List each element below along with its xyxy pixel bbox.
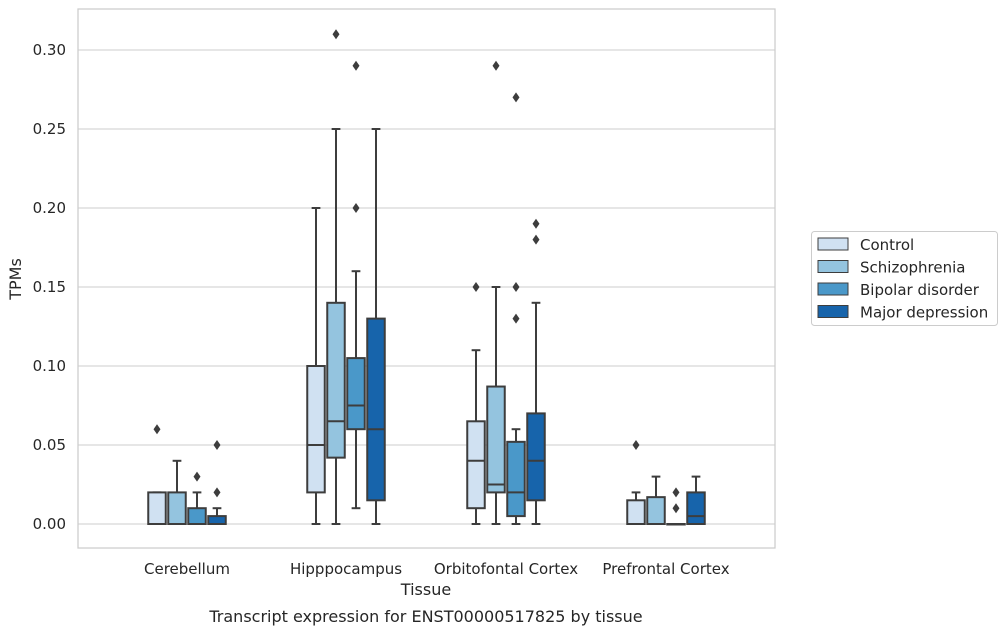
box-layer [147,29,706,526]
box-body [207,515,227,525]
plot-border [77,8,776,549]
outlier-point [492,60,500,71]
outlier-point [512,313,520,324]
box-1-2 [346,60,366,510]
box-body [167,491,187,525]
box-1-1 [326,29,346,525]
legend-swatch [817,305,849,318]
outlier-point [352,203,360,213]
y-tick-label: 0.30 [33,41,66,59]
outlier-point [213,440,221,450]
outlier-point [672,503,680,514]
legend-swatch [817,237,849,251]
x-tick-label: Hipppocampus [290,560,402,578]
box-3-3 [686,475,706,525]
y-tick-labels: 0.00 0.05 0.10 0.15 0.20 0.25 0.30 [33,41,66,533]
box-body [646,496,666,526]
box-0-3 [207,440,227,525]
box-1-3 [366,128,386,525]
box-0-2 [187,471,207,526]
box-0-1 [167,459,187,525]
box-body [187,507,207,526]
y-axis-label: TPMs [6,258,25,301]
outlier-point [632,440,640,450]
legend-swatch [817,260,849,273]
box-2-0 [466,282,486,525]
box-body [486,385,506,494]
outlier-point [352,60,360,71]
box-2-1 [486,60,506,525]
box-body [506,440,526,518]
x-tick-label: Prefrontal Cortex [602,560,729,578]
outlier-point [532,218,540,229]
box-body [526,412,546,502]
box-0-0 [147,424,167,525]
outlier-point [472,282,480,292]
box-3-2 [666,487,686,526]
y-tick-label: 0.20 [33,199,66,217]
y-tick-label: 0.25 [33,120,66,138]
x-tick-label: Orbitofontal Cortex [434,560,578,578]
x-tick-labels: Cerebellum Hipppocampus Orbitofontal Corte… [144,560,730,578]
box-body [147,491,167,525]
box-body [346,357,366,431]
box-body [366,317,386,502]
box-body [326,301,346,459]
outlier-point [332,29,340,40]
y-tick-label: 0.15 [33,278,66,296]
legend-label: Bipolar disorder [860,281,980,299]
y-tick-label: 0.10 [33,357,66,375]
legend-label: Control [860,236,914,254]
x-tick-label: Cerebellum [144,560,230,578]
outlier-point [193,471,201,482]
y-tick-label: 0.00 [33,515,66,533]
outlier-point [672,487,680,498]
box-body [626,499,646,525]
outlier-point [512,282,520,292]
outlier-point [512,92,520,103]
box-2-3 [526,218,546,525]
legend-label: Schizophrenia [860,259,965,277]
box-3-1 [646,475,666,526]
outlier-point [532,234,540,245]
box-body [306,365,326,494]
box-body [466,420,486,510]
legend-swatch [817,282,849,296]
x-axis-label: Tissue [400,580,451,599]
y-tick-label: 0.05 [33,436,66,454]
box-2-2 [506,92,526,525]
box-3-0 [626,440,646,525]
legend-label: Major depression [860,304,988,322]
outlier-point [153,424,161,435]
box-1-0 [306,207,326,525]
legend: Control Schizophrenia Bipolar disorder Majo… [811,231,998,326]
legend-frame [811,231,998,326]
grid-layer [78,49,775,525]
box-body [686,491,706,525]
figure-caption: Transcript expression for ENST0000051782… [208,607,642,626]
outlier-point [213,487,221,498]
plot-frame [77,8,776,549]
